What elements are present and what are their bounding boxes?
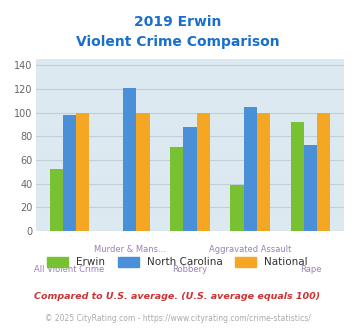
Bar [63, 115, 76, 231]
Bar [290, 122, 304, 231]
Bar [230, 185, 244, 231]
Bar [304, 145, 317, 231]
Text: Robbery: Robbery [173, 265, 207, 274]
Bar [76, 113, 89, 231]
Text: 2019 Erwin: 2019 Erwin [134, 15, 221, 29]
Bar [136, 113, 149, 231]
Text: Murder & Mans...: Murder & Mans... [94, 245, 166, 254]
Bar [244, 107, 257, 231]
Text: Rape: Rape [300, 265, 321, 274]
Bar [123, 88, 136, 231]
Text: © 2025 CityRating.com - https://www.cityrating.com/crime-statistics/: © 2025 CityRating.com - https://www.city… [45, 314, 310, 323]
Bar [183, 127, 197, 231]
Bar [50, 170, 63, 231]
Legend: Erwin, North Carolina, National: Erwin, North Carolina, National [47, 257, 308, 267]
Bar [170, 147, 183, 231]
Bar [257, 113, 270, 231]
Text: Compared to U.S. average. (U.S. average equals 100): Compared to U.S. average. (U.S. average … [34, 292, 321, 301]
Bar [197, 113, 210, 231]
Bar [317, 113, 330, 231]
Text: Aggravated Assault: Aggravated Assault [209, 245, 291, 254]
Text: All Violent Crime: All Violent Crime [34, 265, 104, 274]
Text: Violent Crime Comparison: Violent Crime Comparison [76, 35, 279, 49]
